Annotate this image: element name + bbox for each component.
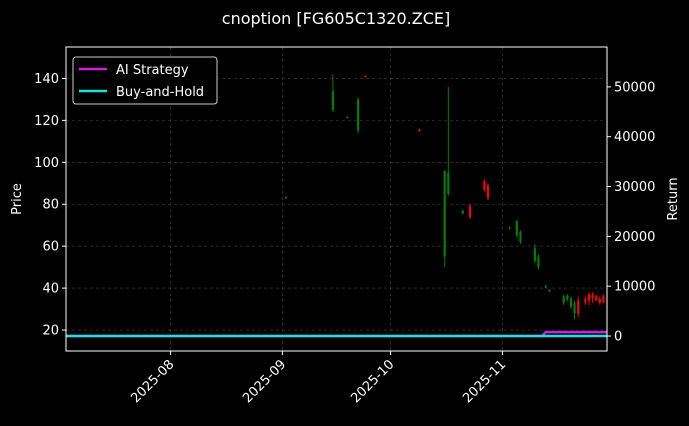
- legend-box: [72, 56, 218, 105]
- y-tick-label-left: 100: [34, 156, 59, 171]
- candle-body: [566, 295, 569, 300]
- candle-body: [331, 91, 334, 110]
- candle-body: [544, 286, 547, 288]
- candle-body: [508, 228, 511, 230]
- candle-body: [461, 210, 464, 214]
- chart-title: cnoption [FG605C1320.ZCE]: [222, 9, 450, 28]
- plot-frame: [65, 46, 608, 352]
- candle-body: [346, 117, 349, 119]
- candle-body: [595, 296, 598, 301]
- candle-body: [562, 296, 565, 303]
- candle-body: [577, 300, 580, 314]
- y-tick-label-right: 30000: [614, 180, 655, 195]
- candle-body: [569, 298, 573, 307]
- candle-body: [357, 99, 360, 131]
- candle-layer: [284, 74, 605, 320]
- candle-body: [447, 172, 450, 194]
- candle-body: [418, 129, 421, 131]
- series-layer: [66, 330, 607, 338]
- candle-body: [468, 206, 472, 217]
- candle-body: [584, 298, 587, 303]
- y-tick-label-left: 120: [34, 114, 59, 129]
- y-tick-label-right: 10000: [614, 280, 655, 295]
- candle-body: [537, 256, 540, 268]
- candle-body: [515, 221, 518, 236]
- y-tick-label-left: 140: [34, 72, 59, 87]
- legend-label-buy-and-hold: Buy-and-Hold: [116, 85, 204, 100]
- y-axis-label-right: Return: [666, 177, 681, 220]
- candle-body: [519, 231, 522, 242]
- y-tick-label-right: 40000: [614, 130, 655, 145]
- y-tick-label-left: 60: [42, 240, 59, 255]
- y-tick-label-right: 20000: [614, 230, 655, 245]
- legend-label-ai-strategy: AI Strategy: [116, 63, 189, 78]
- y-tick-label-left: 20: [42, 324, 59, 339]
- candle-body: [591, 294, 594, 299]
- candle-body: [364, 75, 367, 77]
- candle-body: [486, 185, 490, 198]
- candle-body: [548, 290, 551, 292]
- y-tick-label-left: 40: [42, 282, 59, 297]
- y-tick-label-right: 0: [614, 330, 622, 345]
- candle-body: [443, 170, 446, 257]
- y-tick-label-right: 50000: [614, 80, 655, 95]
- candle-body: [573, 302, 576, 314]
- candle-body: [587, 294, 591, 301]
- candle-body: [533, 248, 536, 261]
- candle-body: [598, 298, 601, 303]
- y-tick-label-left: 80: [42, 198, 59, 213]
- y-axis-label-left: Price: [10, 183, 25, 215]
- candle-body: [483, 181, 486, 190]
- legend: AI Strategy Buy-and-Hold: [72, 56, 218, 105]
- candle-body: [602, 296, 605, 303]
- grid-layer: [66, 47, 607, 351]
- candle-body: [284, 196, 288, 198]
